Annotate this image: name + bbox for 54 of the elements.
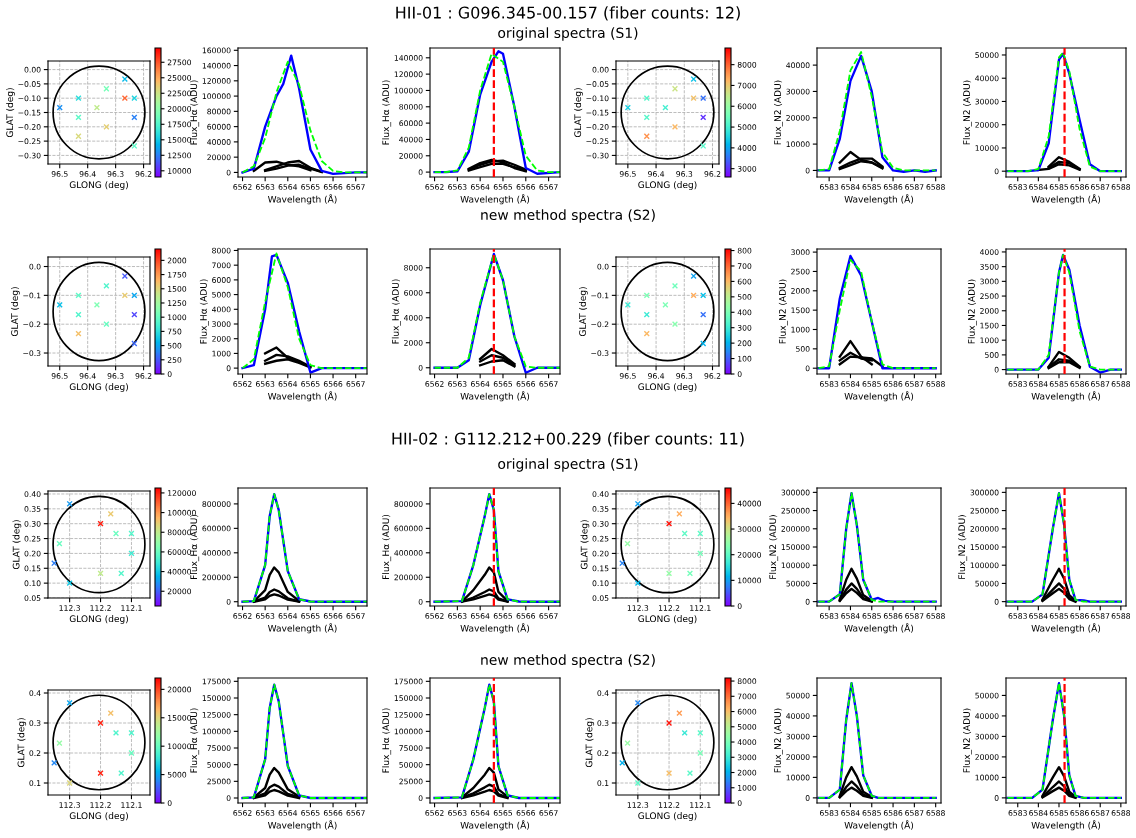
x-axis-title: GLONG (deg) [638,181,697,190]
x-axis-title: Wavelength (Å) [1031,623,1101,634]
x-axis-title: Wavelength (Å) [1031,820,1101,831]
x-axis-title: Wavelength (Å) [844,194,914,205]
text: HII-01 : G096.345-00.157 (fiber counts: 12) [396,6,740,21]
y-axis-title: Flux_N2 (ADU) [962,80,972,145]
y-axis-title: Flux_N2 (ADU) [778,279,788,344]
y-axis-title: GLAT (deg) [580,520,590,570]
y-axis-title: Flux_N2 (ADU) [967,279,977,344]
y-axis-title: Flux_Hα (ADU) [382,80,392,145]
x-axis-title: Wavelength (Å) [1031,194,1101,205]
y-axis-title: Flux_Hα (ADU) [190,514,200,579]
y-axis-title: GLAT (deg) [17,718,27,768]
y-axis-title: GLAT (deg) [574,88,583,138]
y-axis-title: Flux_Hα (ADU) [382,514,392,579]
x-axis-title: Wavelength (Å) [267,194,337,205]
text: new method spectra (S2) [481,209,655,223]
x-axis-title: Wavelength (Å) [460,820,530,831]
text: original spectra (S1) [498,27,638,41]
x-axis-title: GLONG (deg) [69,812,128,821]
y-axis-title: Flux_Hα (ADU) [190,708,200,773]
x-axis-title: GLONG (deg) [638,812,697,821]
text: new method spectra (S2) [481,654,655,668]
text: HII-02 : G112.212+00.229 (fiber counts: 11) [392,432,744,447]
y-axis-title: GLAT (deg) [585,718,595,768]
y-axis-title: Flux_N2 (ADU) [962,708,972,773]
y-axis-title: Flux_N2 (ADU) [773,708,783,773]
x-axis-title: GLONG (deg) [69,181,128,190]
x-axis-title: Wavelength (Å) [267,623,337,634]
x-axis-title: Wavelength (Å) [460,391,530,402]
y-axis-title: GLAT (deg) [578,287,588,337]
y-axis-title: Flux_N2 (ADU) [773,80,783,145]
y-axis-title: Flux_Hα (ADU) [382,708,392,773]
x-axis-title: GLONG (deg) [638,615,697,624]
y-axis-title: Flux_Hα (ADU) [190,80,200,145]
y-axis-title: GLAT (deg) [12,520,22,570]
y-axis-title: Flux_N2 (ADU) [958,515,968,579]
x-axis-title: Wavelength (Å) [460,194,530,205]
x-axis-title: Wavelength (Å) [267,820,337,831]
y-axis-title: Flux_N2 (ADU) [769,515,779,579]
x-axis-title: GLONG (deg) [69,383,128,392]
y-axis-title: Flux_Hα (ADU) [391,279,401,344]
text: original spectra (S1) [498,458,638,472]
x-axis-title: GLONG (deg) [69,615,128,624]
y-axis-title: Flux_Hα (ADU) [199,279,209,344]
x-axis-title: Wavelength (Å) [460,623,530,634]
x-axis-title: Wavelength (Å) [267,391,337,402]
y-axis-title: GLAT (deg) [10,287,20,337]
x-axis-title: GLONG (deg) [638,383,697,392]
x-axis-title: Wavelength (Å) [1031,391,1101,402]
x-axis-title: Wavelength (Å) [844,623,914,634]
x-axis-title: Wavelength (Å) [844,391,914,402]
y-axis-title: GLAT (deg) [6,88,15,138]
x-axis-title: Wavelength (Å) [844,820,914,831]
